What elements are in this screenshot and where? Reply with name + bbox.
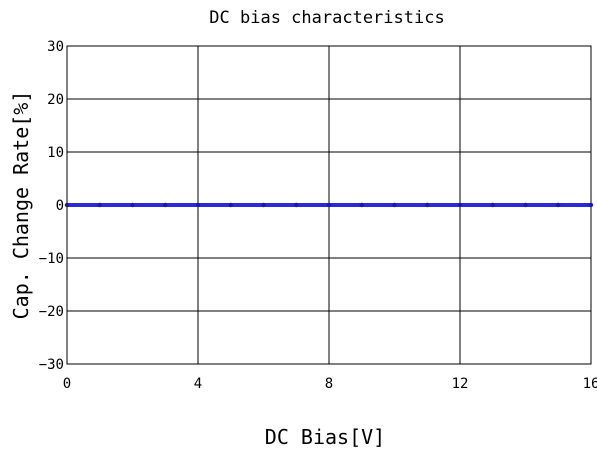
data-point (392, 202, 397, 208)
data-point (163, 202, 168, 208)
chart-title: DC bias characteristics (209, 8, 444, 28)
y-tick-label: 0 (56, 198, 64, 214)
y-tick-label: 10 (47, 145, 64, 161)
x-tick-label: 8 (325, 376, 333, 392)
data-point (523, 202, 528, 208)
y-tick-label: −20 (39, 304, 64, 320)
x-tick-label: 0 (63, 376, 71, 392)
data-point (588, 202, 594, 208)
data-point (556, 202, 561, 208)
y-axis-label: Cap. Change Rate[%] (9, 91, 33, 320)
data-point (228, 202, 233, 208)
data-point (97, 202, 102, 208)
x-tick-label: 12 (452, 376, 469, 392)
data-point (490, 202, 495, 208)
data-point (195, 202, 201, 208)
y-tick-label: −30 (39, 357, 64, 373)
data-point (261, 202, 266, 208)
x-axis-label: DC Bias[V] (265, 425, 385, 449)
data-point (457, 202, 463, 208)
x-tick-label: 16 (583, 376, 597, 392)
data-point (294, 202, 299, 208)
data-point (64, 202, 70, 208)
x-tick-label: 4 (194, 376, 202, 392)
y-tick-label: 30 (47, 39, 64, 55)
x-axis-ticks: 0 4 8 12 16 (63, 376, 597, 392)
data-point (425, 202, 430, 208)
data-point (326, 202, 332, 208)
y-axis-ticks: −30 −20 −10 0 10 20 30 (39, 39, 64, 373)
y-tick-label: 20 (47, 92, 64, 108)
data-point (130, 202, 135, 208)
series-group (64, 202, 594, 208)
data-point (359, 202, 364, 208)
y-tick-label: −10 (39, 251, 64, 267)
